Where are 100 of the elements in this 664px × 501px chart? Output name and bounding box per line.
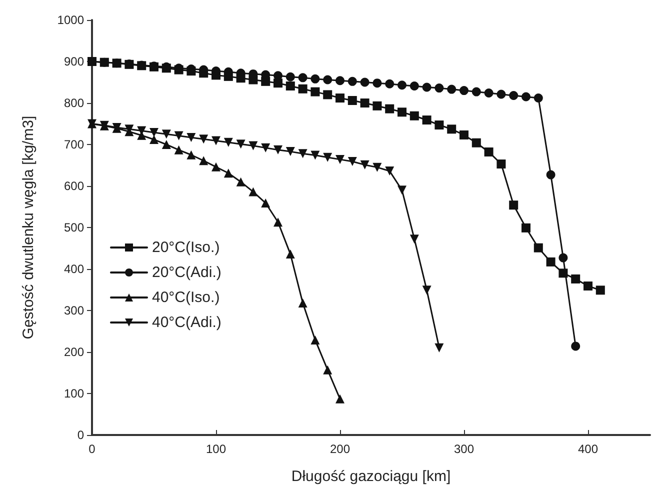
point bbox=[534, 94, 543, 103]
point bbox=[348, 157, 357, 166]
point bbox=[372, 162, 382, 172]
point bbox=[323, 75, 332, 84]
point bbox=[186, 150, 196, 160]
point bbox=[360, 78, 370, 87]
y-tick-label: 300 bbox=[64, 304, 84, 318]
y-tick-label: 900 bbox=[64, 54, 84, 68]
point bbox=[174, 145, 184, 154]
point bbox=[372, 101, 382, 110]
point bbox=[310, 150, 320, 160]
point bbox=[398, 186, 406, 195]
point bbox=[385, 104, 394, 114]
y-tick-label: 100 bbox=[64, 386, 84, 400]
point bbox=[286, 72, 295, 82]
x-axis-title: Długość gazociągu [km] bbox=[291, 468, 451, 485]
y-tick-label: 400 bbox=[64, 262, 84, 276]
point bbox=[509, 91, 518, 100]
point bbox=[472, 138, 481, 148]
y-tick-label: 600 bbox=[64, 179, 84, 193]
point bbox=[434, 343, 444, 352]
point bbox=[447, 84, 456, 94]
point bbox=[274, 218, 282, 227]
point bbox=[558, 268, 568, 278]
point bbox=[434, 120, 444, 130]
point bbox=[422, 116, 432, 125]
point bbox=[372, 78, 382, 88]
point bbox=[150, 135, 158, 144]
point bbox=[174, 131, 184, 140]
point bbox=[336, 394, 344, 404]
point bbox=[546, 170, 556, 180]
point bbox=[274, 78, 282, 88]
point bbox=[522, 92, 530, 102]
point bbox=[298, 149, 308, 158]
point bbox=[410, 234, 419, 244]
x-tick-label: 200 bbox=[330, 442, 350, 456]
point bbox=[509, 200, 518, 210]
point bbox=[496, 160, 506, 169]
point bbox=[310, 74, 320, 84]
point bbox=[261, 143, 270, 152]
x-tick-label: 300 bbox=[454, 442, 474, 456]
point bbox=[534, 243, 543, 252]
point bbox=[150, 128, 158, 137]
y-tick-label: 1000 bbox=[57, 13, 84, 27]
y-tick-label: 0 bbox=[77, 428, 84, 442]
point bbox=[286, 147, 295, 156]
y-tick-label: 500 bbox=[64, 220, 84, 234]
y-tick-label: 800 bbox=[64, 96, 84, 110]
legend-label: 20°C(Adi.) bbox=[152, 264, 222, 281]
point bbox=[323, 90, 332, 100]
y-tick-label: 200 bbox=[64, 345, 84, 359]
point bbox=[336, 76, 344, 86]
point bbox=[584, 282, 592, 291]
y-axis-title: Gęstość dwutlenku węgla [kg/m3] bbox=[20, 116, 37, 340]
point bbox=[224, 168, 233, 178]
point bbox=[571, 274, 580, 284]
point bbox=[310, 87, 320, 96]
legend-label: 20°C(Iso.) bbox=[152, 239, 220, 256]
x-tick-label: 0 bbox=[88, 442, 96, 456]
point bbox=[546, 257, 556, 266]
point bbox=[248, 141, 258, 150]
point bbox=[422, 286, 432, 295]
point bbox=[398, 108, 406, 117]
point bbox=[360, 98, 370, 108]
point bbox=[323, 152, 332, 162]
legend-label: 40°C(Iso.) bbox=[152, 289, 220, 306]
point bbox=[360, 160, 370, 170]
point bbox=[410, 81, 419, 90]
point bbox=[261, 198, 270, 208]
point bbox=[298, 298, 308, 308]
point bbox=[348, 96, 357, 106]
point bbox=[447, 124, 456, 134]
point bbox=[398, 80, 406, 90]
point bbox=[286, 250, 295, 259]
point bbox=[460, 86, 468, 96]
point bbox=[212, 162, 220, 172]
point bbox=[434, 84, 444, 93]
point bbox=[522, 223, 530, 232]
point bbox=[484, 88, 494, 98]
point bbox=[298, 73, 308, 82]
point bbox=[336, 94, 344, 103]
point bbox=[286, 81, 295, 90]
point bbox=[224, 138, 233, 147]
point bbox=[385, 79, 394, 88]
point bbox=[248, 187, 258, 196]
point bbox=[199, 134, 208, 144]
point bbox=[410, 111, 419, 120]
point bbox=[162, 140, 171, 149]
point bbox=[596, 286, 605, 295]
point bbox=[348, 76, 357, 86]
point bbox=[484, 147, 494, 156]
point bbox=[571, 342, 580, 351]
point bbox=[422, 82, 432, 92]
point bbox=[236, 177, 246, 186]
point bbox=[199, 156, 208, 166]
point bbox=[558, 253, 568, 262]
point bbox=[298, 84, 308, 94]
point bbox=[385, 166, 394, 176]
point bbox=[460, 130, 468, 140]
y-tick-label: 700 bbox=[64, 138, 84, 152]
